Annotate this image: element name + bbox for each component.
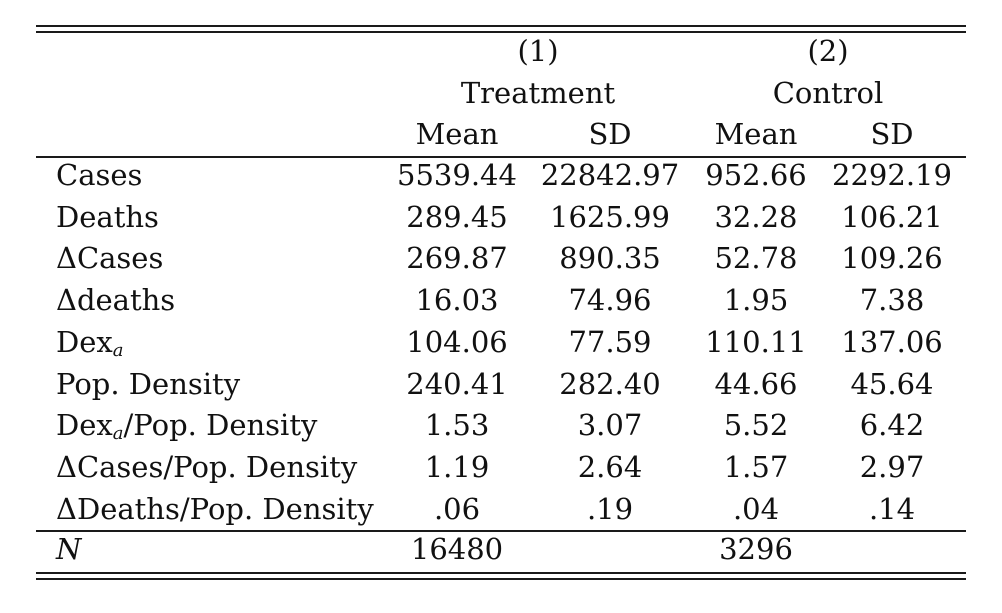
group-name-treatment: Treatment — [460, 76, 616, 110]
header-rule — [36, 156, 966, 158]
table-cell: 5.52 — [723, 408, 789, 442]
table-cell: 77.59 — [568, 325, 652, 359]
table-cell: .19 — [586, 492, 634, 526]
row-label: Pop. Density — [56, 370, 240, 399]
table-cell: 7.38 — [859, 283, 925, 317]
row-label: Deaths — [56, 203, 159, 232]
table-cell: 137.06 — [841, 325, 943, 359]
table-cell: 6.42 — [859, 408, 925, 442]
table-cell: 952.66 — [705, 158, 807, 192]
table-cell: 22842.97 — [540, 158, 680, 192]
stat-header: Mean — [415, 117, 499, 151]
table-cell: 44.66 — [714, 367, 798, 401]
table-cell: 1.57 — [723, 450, 789, 484]
table-cell: 109.26 — [841, 241, 943, 275]
table-cell: 5539.44 — [397, 158, 517, 192]
table-cell: .06 — [433, 492, 481, 526]
table-cell: 16.03 — [415, 283, 499, 317]
table-cell: .14 — [868, 492, 916, 526]
table-cell: 104.06 — [406, 325, 508, 359]
row-label: Dexa — [56, 325, 124, 360]
n-label: N — [56, 532, 82, 566]
table-cell: 240.41 — [406, 367, 508, 401]
table-cell: 1.19 — [424, 450, 490, 484]
row-label-text: ΔCases/Pop. Density — [56, 450, 358, 484]
table-cell: 1625.99 — [550, 200, 670, 234]
row-label: Dexa/Pop. Density — [56, 408, 318, 443]
row-label-text: ΔCases — [56, 241, 164, 275]
table-cell: .04 — [732, 492, 780, 526]
row-label-text: Dex — [56, 408, 113, 442]
row-label: Cases — [56, 161, 142, 190]
row-label-text: Pop. Density — [56, 367, 241, 401]
row-label: ΔCases — [56, 244, 163, 273]
row-label: ΔDeaths/Pop. Density — [56, 495, 374, 524]
table-cell: 2292.19 — [832, 158, 952, 192]
row-label-text: Dex — [56, 325, 113, 359]
n-value-treatment: 16480 — [410, 532, 504, 566]
top-rule-inner — [36, 31, 966, 33]
stat-header: Mean — [714, 117, 798, 151]
table-cell: 52.78 — [714, 241, 798, 275]
row-label: ΔCases/Pop. Density — [56, 453, 357, 482]
table-cell: 282.40 — [559, 367, 661, 401]
row-label-text: ΔDeaths/Pop. Density — [56, 492, 374, 526]
table-cell: 45.64 — [850, 367, 934, 401]
group-number-2: (2) — [807, 34, 849, 68]
stat-header: SD — [870, 117, 914, 151]
bottom-rule-outer — [36, 578, 966, 580]
table-cell: 2.97 — [859, 450, 925, 484]
row-label-suffix: /Pop. Density — [123, 408, 318, 442]
table-cell: 32.28 — [714, 200, 798, 234]
bottom-rule-inner — [36, 572, 966, 574]
table-cell: 106.21 — [841, 200, 943, 234]
table-cell: 74.96 — [568, 283, 652, 317]
table-cell: 289.45 — [406, 200, 508, 234]
row-label-text: Cases — [56, 158, 143, 192]
row-label-subscript: a — [112, 423, 124, 444]
table-cell: 3.07 — [577, 408, 643, 442]
row-label: Δdeaths — [56, 286, 175, 315]
table-cell: 890.35 — [559, 241, 661, 275]
row-label-subscript: a — [112, 340, 124, 361]
table-cell: 1.95 — [723, 283, 789, 317]
group-number-1: (1) — [517, 34, 559, 68]
table-cell: 110.11 — [705, 325, 807, 359]
table-cell: 2.64 — [577, 450, 643, 484]
n-rule — [36, 530, 966, 532]
table-cell: 1.53 — [424, 408, 490, 442]
table-cell: 269.87 — [406, 241, 508, 275]
row-label-text: Δdeaths — [56, 283, 176, 317]
row-label-text: Deaths — [56, 200, 159, 234]
n-value-control: 3296 — [719, 532, 793, 566]
stat-header: SD — [588, 117, 632, 151]
group-name-control: Control — [772, 76, 884, 110]
top-rule-outer — [36, 25, 966, 27]
